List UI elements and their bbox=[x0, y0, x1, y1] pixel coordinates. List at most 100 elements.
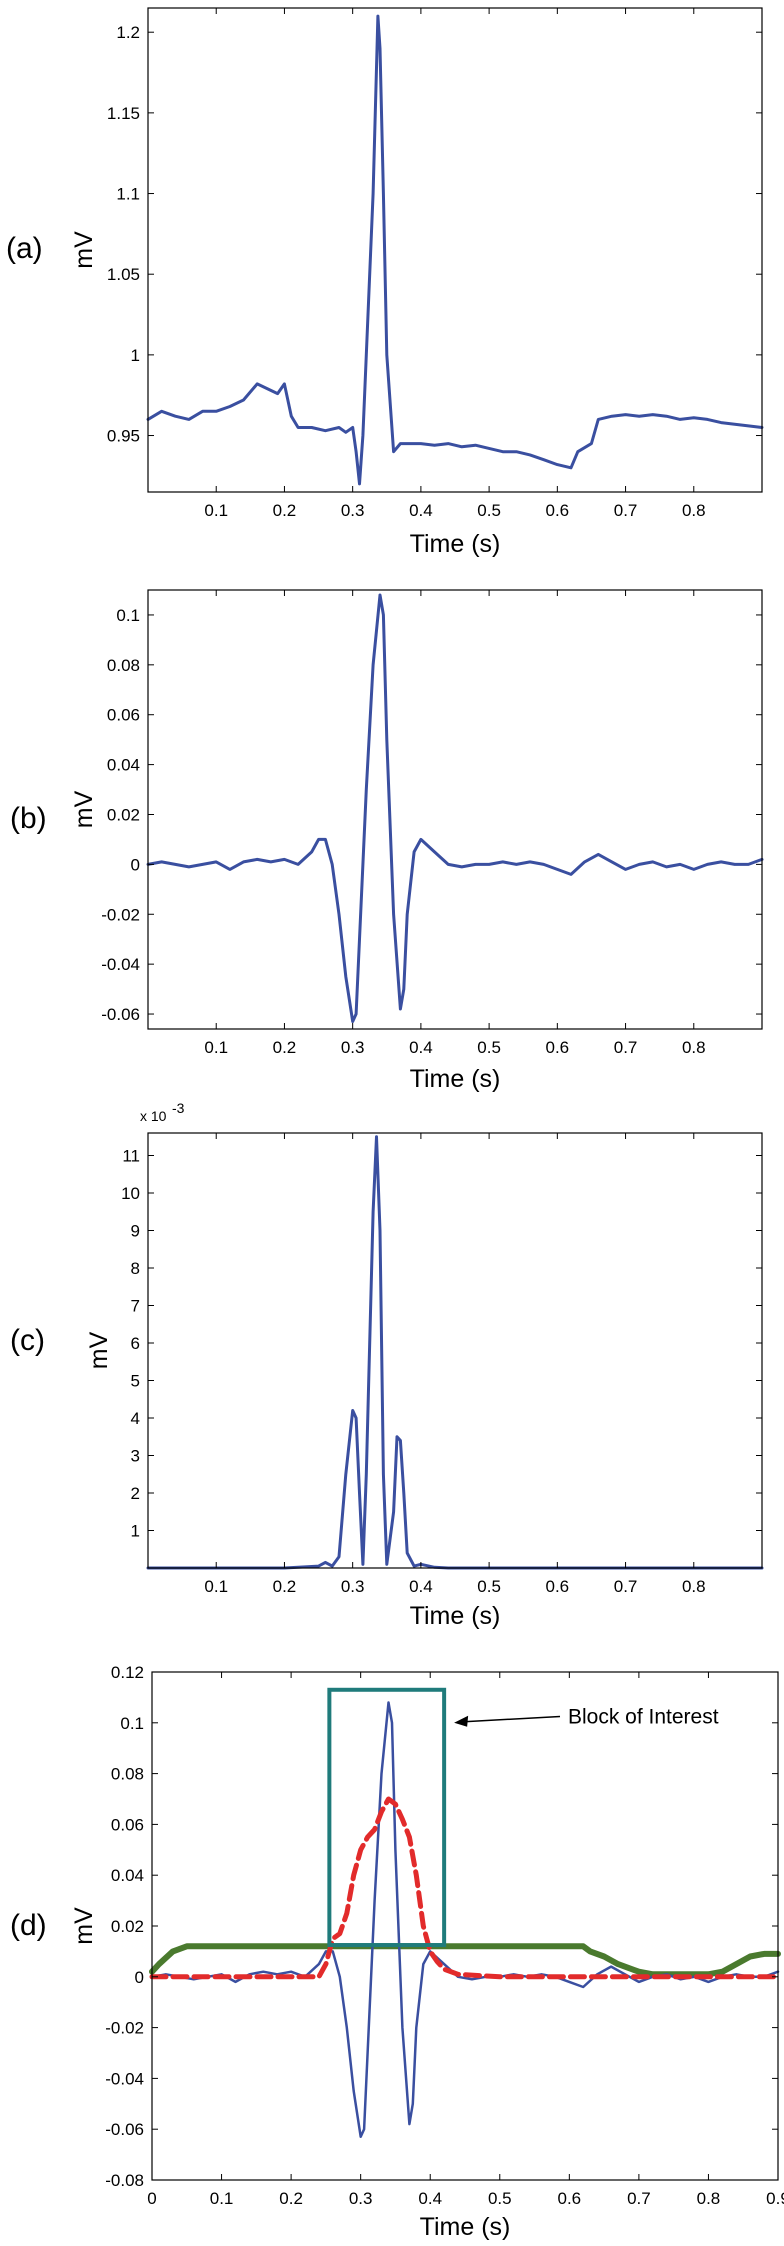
y-tick-label: -0.04 bbox=[105, 2069, 144, 2088]
x-tick-label: 0.5 bbox=[477, 1038, 501, 1057]
series-line-envelope bbox=[149, 1796, 781, 1980]
series-line-signal bbox=[146, 14, 764, 486]
y-tick-label: 0.04 bbox=[111, 1866, 144, 1885]
y-tick-label: 1.15 bbox=[107, 104, 140, 123]
y-tick-label: 1.05 bbox=[107, 265, 140, 284]
panel-letter: (b) bbox=[10, 802, 47, 835]
x-tick-label: 0.1 bbox=[204, 1038, 228, 1057]
panel-letter: (d) bbox=[10, 1909, 47, 1942]
y-tick-label: 0.95 bbox=[107, 427, 140, 446]
x-tick-label: 0.6 bbox=[546, 1038, 570, 1057]
y-tick-label: 8 bbox=[131, 1259, 140, 1278]
y-tick-label: -0.02 bbox=[101, 905, 140, 924]
y-tick-label: 6 bbox=[131, 1334, 140, 1353]
series-line-signal bbox=[146, 593, 764, 1023]
panel-b: (b) 0.1 0.2 0.3 0.4 0.5 0.6 0.7 0.8 -0.06 -0.04 -0.… bbox=[10, 589, 764, 1093]
y-axis-label: mV bbox=[85, 1331, 113, 1369]
annotation-arrow-line bbox=[464, 1715, 561, 1723]
y-tick-label: 11 bbox=[122, 1147, 140, 1166]
x-tick-label: 0.5 bbox=[477, 1577, 501, 1596]
y-tick-label: 1.1 bbox=[116, 185, 140, 204]
x-tick-label: 0.1 bbox=[210, 2189, 234, 2208]
y-tick-label: 3 bbox=[131, 1447, 140, 1466]
x-tick-label: 0.8 bbox=[697, 2189, 721, 2208]
x-tick-label: 0.8 bbox=[682, 501, 706, 520]
x-tick-label: 0.4 bbox=[409, 1577, 433, 1596]
panel-d: (d) Block of Interest 0 0.1 0.2 0.3 0.4 0.5 0.6 0… bbox=[10, 1663, 784, 2241]
annotation-label: Block of Interest bbox=[568, 1705, 719, 1728]
x-tick-label: 0.3 bbox=[349, 2189, 373, 2208]
x-tick-label: 0.3 bbox=[341, 501, 365, 520]
panel-c: (c) 0.1 0.2 0.3 0.4 0.5 0.6 0.7 0.8 1 2 3 4 5 6 7 8 9 10 11… bbox=[10, 1100, 764, 1630]
x-tick-label: 0.5 bbox=[477, 501, 501, 520]
y-axis-label: mV bbox=[70, 790, 98, 828]
y-tick-label: 10 bbox=[121, 1184, 140, 1203]
plot-frame bbox=[151, 1671, 779, 2181]
x-tick-label: 0.3 bbox=[341, 1038, 365, 1057]
y-tick-label: 0.02 bbox=[107, 805, 140, 824]
exponent-superscript: -3 bbox=[172, 1100, 185, 1116]
y-tick-label: 0.1 bbox=[120, 1714, 144, 1733]
y-tick-label: 0.1 bbox=[116, 606, 140, 625]
x-tick-label: 0.2 bbox=[279, 2189, 303, 2208]
annotation-arrowhead bbox=[454, 1715, 469, 1727]
x-tick-label: 0.2 bbox=[273, 501, 297, 520]
y-tick-label: -0.08 bbox=[105, 2171, 144, 2190]
y-tick-label: 0.02 bbox=[111, 1917, 144, 1936]
plot-frame bbox=[147, 589, 763, 1030]
block-of-interest-box bbox=[327, 1687, 447, 1948]
x-axis-label: Time (s) bbox=[410, 1065, 501, 1093]
y-tick-label: 2 bbox=[131, 1484, 140, 1503]
exponent-label: x 10 bbox=[140, 1108, 167, 1124]
series-line-signal bbox=[150, 1701, 780, 2139]
x-tick-label: 0.7 bbox=[614, 501, 638, 520]
x-tick-label: 0.7 bbox=[627, 2189, 651, 2208]
y-tick-label: -0.06 bbox=[105, 2120, 144, 2139]
y-axis-label: mV bbox=[70, 231, 98, 269]
x-tick-label: 0.6 bbox=[558, 2189, 582, 2208]
x-axis-label: Time (s) bbox=[420, 2213, 511, 2241]
series-line-threshold bbox=[149, 1943, 781, 1978]
x-tick-label: 0.2 bbox=[273, 1577, 297, 1596]
y-tick-label: 1 bbox=[131, 346, 140, 365]
x-tick-label: 0.4 bbox=[409, 1038, 433, 1057]
y-tick-label: 0.12 bbox=[111, 1663, 144, 1682]
y-tick-label: -0.04 bbox=[101, 955, 140, 974]
y-tick-label: 0 bbox=[135, 1968, 144, 1987]
y-tick-label: 0.06 bbox=[111, 1815, 144, 1834]
x-tick-label: 0 bbox=[147, 2189, 156, 2208]
x-tick-label: 0.1 bbox=[204, 1577, 228, 1596]
x-tick-label: 0.6 bbox=[546, 501, 570, 520]
x-tick-label: 0.4 bbox=[409, 501, 433, 520]
y-tick-label: 5 bbox=[131, 1372, 140, 1391]
y-tick-label: 0.06 bbox=[107, 706, 140, 725]
x-tick-label: 0.2 bbox=[273, 1038, 297, 1057]
panel-a: (a) 0.1 0.2 0.3 0.4 0.5 0.6 0.7 0.8 0.95 1 1.05 1.1 1… bbox=[6, 7, 764, 558]
panel-letter: (a) bbox=[6, 232, 43, 265]
y-tick-label: 9 bbox=[131, 1222, 140, 1241]
y-tick-label: 1 bbox=[131, 1522, 140, 1541]
x-axis-label: Time (s) bbox=[410, 530, 501, 558]
y-tick-label: 0 bbox=[131, 855, 140, 874]
y-axis-label: mV bbox=[70, 1907, 98, 1945]
x-tick-label: 0.3 bbox=[341, 1577, 365, 1596]
y-tick-label: -0.02 bbox=[105, 2019, 144, 2038]
y-tick-label: 0.04 bbox=[107, 756, 140, 775]
y-tick-label: 0.08 bbox=[107, 656, 140, 675]
plot-frame bbox=[147, 7, 763, 493]
x-tick-label: 0.8 bbox=[682, 1038, 706, 1057]
panel-letter: (c) bbox=[10, 1324, 45, 1357]
x-tick-label: 0.1 bbox=[204, 501, 228, 520]
x-tick-label: 0.9 bbox=[766, 2189, 784, 2208]
x-tick-label: 0.6 bbox=[546, 1577, 570, 1596]
x-tick-label: 0.7 bbox=[614, 1038, 638, 1057]
x-tick-label: 0.8 bbox=[682, 1577, 706, 1596]
x-tick-label: 0.5 bbox=[488, 2189, 512, 2208]
y-tick-label: 1.2 bbox=[116, 23, 140, 42]
x-tick-label: 0.7 bbox=[614, 1577, 638, 1596]
y-tick-label: 4 bbox=[131, 1409, 140, 1428]
plot-frame bbox=[147, 1132, 763, 1569]
x-tick-label: 0.4 bbox=[418, 2189, 442, 2208]
x-axis-label: Time (s) bbox=[410, 1602, 501, 1630]
